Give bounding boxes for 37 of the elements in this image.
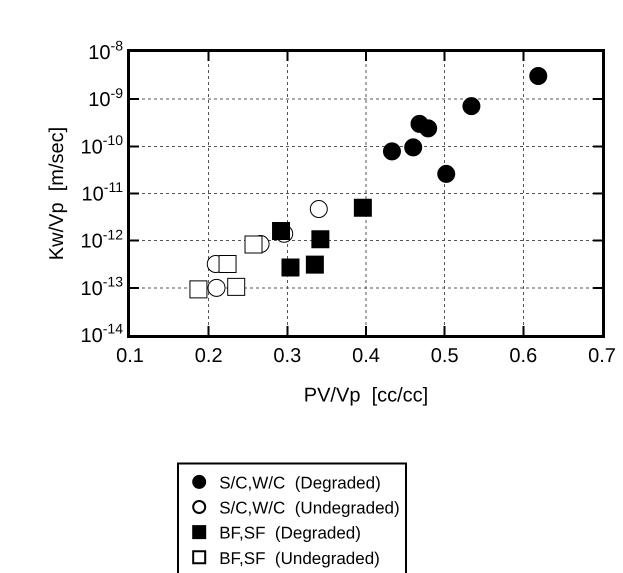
x-tick-label: 0.2: [194, 345, 223, 367]
y-tick-label: 10$^{-12}$: [80, 226, 124, 253]
x-tick-label: 0.6: [509, 345, 538, 367]
point: [462, 97, 480, 116]
point: [281, 258, 300, 276]
y-tick-label: 10$^{-13}$: [80, 273, 124, 300]
point: [306, 256, 324, 274]
y-tick-label: 10$^{-8}$: [88, 38, 124, 64]
x-tick-label: 0.1: [116, 345, 144, 367]
x-tick-label: 0.7: [588, 345, 616, 367]
y-tick-label: 10$^{-11}$: [82, 179, 124, 206]
y-tick-label: 10$^{-10}$: [80, 132, 124, 158]
legend-label: BF,SF (Degraded): [219, 524, 361, 543]
point: [419, 119, 438, 138]
legend-label: S/C,W/C (Degraded): [219, 474, 381, 493]
point: [227, 278, 246, 296]
point: [310, 200, 328, 218]
point: [218, 255, 237, 274]
point: [382, 142, 401, 160]
point: [437, 164, 456, 183]
point: [244, 235, 263, 254]
point: [208, 278, 226, 297]
y-tick-label: 10$^{-9}$: [88, 84, 124, 112]
y-axis-title: Kw/Vp [m/sec]: [46, 126, 68, 260]
legend-label: BF,SF (Undegraded): [219, 548, 380, 568]
point: [311, 230, 330, 248]
point: [272, 222, 290, 240]
x-tick-label: 0.5: [430, 345, 459, 367]
point: [404, 138, 422, 156]
x-axis-title: PV/Vp [cc/cc]: [304, 384, 428, 406]
y-tick-label: 10$^{-14}$: [80, 320, 124, 347]
point: [189, 280, 208, 298]
x-tick-label: 0.4: [352, 345, 380, 367]
legend-label: S/C,W/C (Undegraded): [219, 498, 400, 518]
point: [354, 198, 372, 217]
x-tick-label: 0.3: [273, 345, 302, 367]
point: [529, 66, 548, 85]
